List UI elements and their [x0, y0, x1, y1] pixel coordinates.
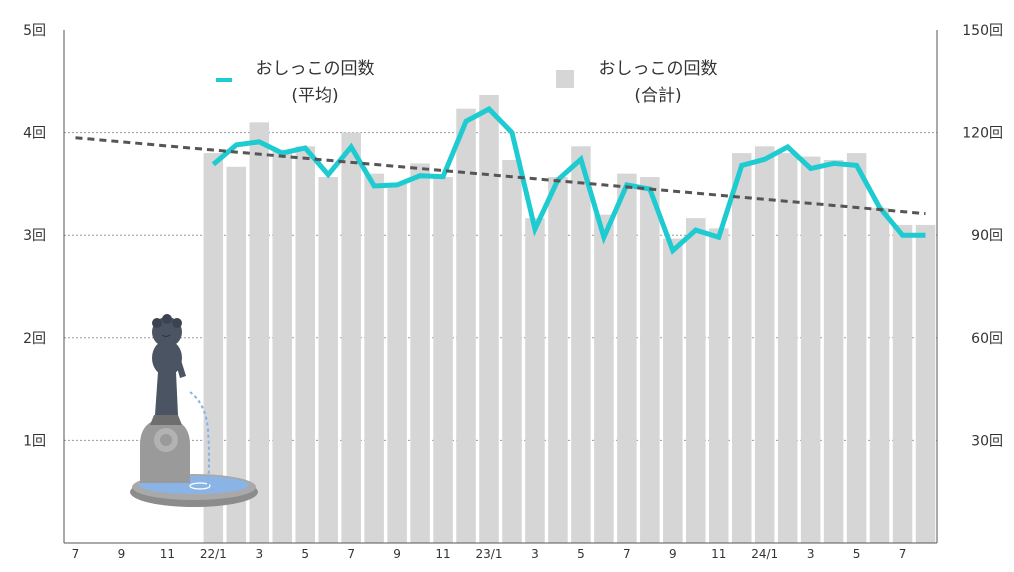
bar-32 — [800, 156, 821, 544]
bar-27 — [686, 218, 706, 543]
right-tick-label-2: 90回 — [971, 228, 1003, 244]
bar-9 — [272, 149, 293, 543]
x-tick-label-9: 23/1 — [476, 547, 503, 561]
x-tick-label-18: 7 — [899, 547, 907, 561]
bar-17 — [456, 108, 476, 543]
bar-22 — [571, 146, 591, 543]
bar-34 — [846, 153, 867, 543]
x-tick-label-16: 3 — [807, 547, 815, 561]
legend-swatch-average — [216, 78, 232, 82]
bar-24 — [617, 173, 637, 543]
bar-16 — [433, 177, 453, 543]
bar-20 — [525, 218, 545, 543]
left-y-axis: 1回 2回 3回 4回 5回 — [23, 23, 46, 449]
average-line-path — [211, 105, 926, 255]
legend-swatch-total — [556, 70, 574, 88]
x-tick-label-11: 5 — [577, 547, 585, 561]
x-tick-label-0: 7 — [72, 547, 80, 561]
bar-26 — [663, 238, 683, 543]
bar-33 — [823, 159, 844, 543]
left-tick-label-4: 5回 — [23, 23, 46, 39]
bar-29 — [731, 153, 752, 543]
bar-14 — [387, 183, 407, 543]
x-tick-label-10: 3 — [531, 547, 539, 561]
bar-36 — [892, 224, 913, 543]
x-tick-label-14: 11 — [711, 547, 726, 561]
legend-label-average-line2: (平均) — [291, 86, 338, 106]
bar-28 — [708, 228, 729, 544]
right-tick-label-3: 120回 — [962, 126, 1003, 142]
bar-19 — [502, 159, 522, 543]
bar-8 — [249, 122, 270, 543]
legend-label-average-line1: おしっこの回数 — [256, 59, 375, 79]
bar-21 — [548, 177, 568, 543]
bars-total — [203, 94, 936, 544]
x-tick-label-5: 5 — [301, 547, 309, 561]
x-tick-label-12: 7 — [623, 547, 631, 561]
x-tick-label-3: 22/1 — [200, 547, 227, 561]
x-tick-label-4: 3 — [255, 547, 263, 561]
bar-37 — [915, 224, 936, 543]
bar-15 — [410, 163, 430, 543]
trend-line-path — [75, 136, 926, 216]
bar-23 — [594, 214, 614, 543]
x-tick-label-1: 9 — [118, 547, 126, 561]
left-tick-label-1: 2回 — [23, 331, 46, 347]
x-tick-label-7: 9 — [393, 547, 401, 561]
axes — [63, 30, 938, 544]
legend-item-total: おしっこの回数 (合計) — [556, 59, 718, 106]
legend-label-total-line2: (合計) — [634, 86, 681, 106]
statue-illustration — [130, 314, 258, 507]
bar-10 — [295, 146, 315, 543]
x-tick-label-13: 9 — [669, 547, 677, 561]
bar-6 — [203, 153, 224, 543]
right-tick-label-0: 30回 — [971, 433, 1003, 449]
right-y-axis: 30回 60回 90回 120回 150回 — [962, 23, 1003, 449]
right-tick-label-1: 60回 — [971, 331, 1003, 347]
left-tick-label-3: 4回 — [23, 126, 46, 142]
bar-25 — [640, 177, 660, 543]
bar-31 — [777, 153, 798, 543]
bar-13 — [364, 173, 384, 543]
x-tick-label-6: 7 — [347, 547, 355, 561]
line-trend — [75, 136, 926, 216]
left-tick-label-2: 3回 — [23, 228, 46, 244]
bar-18 — [479, 94, 499, 543]
legend-item-average: おしっこの回数 (平均) — [216, 59, 375, 106]
legend-label-total-line1: おしっこの回数 — [599, 59, 718, 79]
right-tick-label-4: 150回 — [962, 23, 1003, 39]
x-tick-label-15: 24/1 — [751, 547, 778, 561]
bar-11 — [318, 177, 338, 543]
bar-7 — [226, 166, 247, 544]
x-tick-label-2: 11 — [160, 547, 175, 561]
bar-35 — [869, 207, 890, 543]
legend: おしっこの回数 (平均) おしっこの回数 (合計) — [216, 59, 718, 106]
x-tick-label-17: 5 — [853, 547, 861, 561]
x-tick-label-8: 11 — [435, 547, 450, 561]
bar-12 — [341, 132, 361, 543]
left-tick-label-0: 1回 — [23, 433, 46, 449]
x-axis: 7 9 11 22/1 3 5 7 9 11 23/1 3 5 7 9 11 24/1 3 5 7 — [72, 547, 907, 561]
bar-30 — [754, 146, 775, 543]
